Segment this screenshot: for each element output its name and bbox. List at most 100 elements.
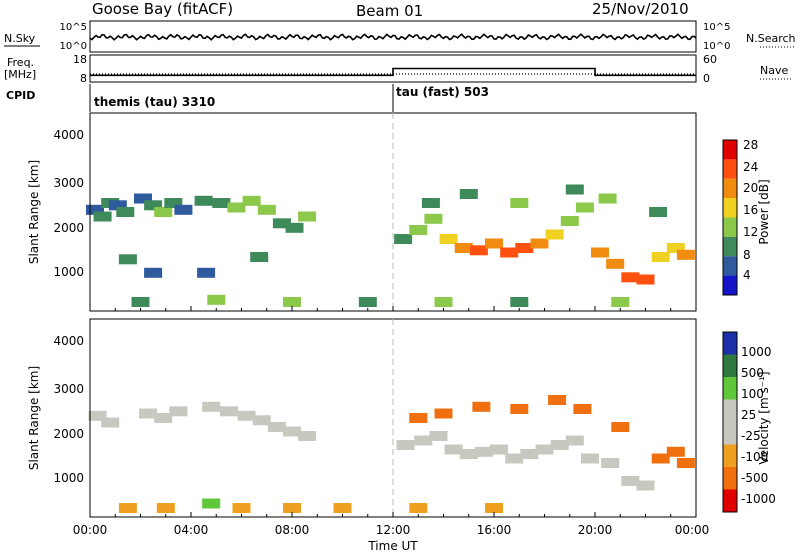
nsearch-tick-top: 10^5 (703, 22, 730, 33)
velocity-colorbar-swatch-3 (723, 399, 737, 422)
nave-label: Nave (760, 64, 788, 77)
velocity-cell-28 (651, 453, 670, 464)
power-cell-22 (394, 234, 413, 244)
power-cbar-tick-20: 20 (743, 181, 758, 195)
velocity-cell-11 (298, 431, 317, 441)
power-cells-layer (86, 184, 695, 307)
velocity-cell-36 (573, 404, 592, 414)
velocity-cell-5 (202, 401, 221, 412)
velocity-cell-37 (611, 422, 630, 432)
velocity-ytick-4000: 4000 (53, 334, 84, 348)
power-colorbar-swatch-6 (723, 256, 737, 276)
nave-tick-top: 60 (703, 53, 717, 66)
velocity-cells-layer (88, 395, 695, 513)
velocity-cbar-tick-500: 500 (741, 366, 764, 380)
power-cell-44 (510, 198, 529, 208)
power-colorbar-swatch-2 (723, 178, 737, 199)
velocity-colorbar (722, 331, 738, 513)
power-cell-18 (118, 254, 137, 265)
power-cell-41 (676, 249, 695, 260)
velocity-cbar-tick-25: 25 (741, 408, 756, 422)
velocity-cell-19 (505, 453, 524, 464)
velocity-cbar-tick-neg500: -500 (741, 471, 768, 485)
velocity-ytick-3000: 3000 (53, 382, 84, 396)
power-cell-24 (424, 213, 443, 224)
velocity-colorbar-swatch-7 (723, 489, 737, 512)
power-cell-50 (283, 297, 301, 307)
velocity-cell-27 (636, 480, 655, 491)
velocity-cell-22 (550, 440, 569, 450)
velocity-cell-31 (409, 413, 428, 423)
power-cbar-tick-8: 8 (743, 248, 751, 262)
power-cell-49 (207, 294, 226, 305)
power-cell-35 (591, 247, 609, 258)
x-axis-label: Time UT (367, 539, 418, 553)
power-ytick-3000: 3000 (53, 176, 84, 190)
velocity-cbar-tick-100: 100 (741, 387, 764, 401)
velocity-cell-3 (154, 413, 173, 423)
power-cell-27 (469, 245, 488, 256)
velocity-cell-2 (139, 408, 158, 419)
velocity-cell-44 (409, 503, 428, 513)
power-colorbar-swatch-3 (723, 198, 737, 218)
power-colorbar-swatch-1 (723, 159, 737, 179)
velocity-panel-frame (89, 318, 697, 518)
power-cell-5 (134, 193, 152, 204)
power-cell-9 (174, 204, 193, 215)
velocity-cell-32 (434, 408, 453, 419)
velocity-cell-16 (459, 449, 478, 459)
power-cbar-tick-24: 24 (743, 160, 758, 174)
power-ytick-1000: 1000 (53, 265, 84, 279)
power-cell-20 (197, 267, 216, 278)
power-ylabel: Slant Range [km] (27, 160, 41, 264)
velocity-cell-21 (535, 444, 554, 455)
velocity-cell-10 (283, 426, 301, 437)
power-cell-17 (298, 211, 317, 222)
xtick-08: 08:00 (275, 523, 310, 537)
power-cell-52 (434, 297, 453, 307)
power-cbar-tick-16: 16 (743, 203, 758, 217)
power-cell-14 (257, 204, 276, 215)
power-cell-29 (500, 247, 519, 258)
power-cell-15 (272, 218, 291, 229)
power-colorbar-label: Power [dB] (757, 179, 771, 244)
velocity-colorbar-swatch-4 (723, 422, 737, 445)
nsky-panel-frame (89, 20, 697, 53)
power-cell-32 (545, 229, 564, 240)
power-colorbar-swatch-7 (723, 275, 737, 295)
velocity-ytick-2000: 2000 (53, 427, 84, 441)
xtick-24: 00:00 (675, 523, 710, 537)
velocity-cell-41 (232, 503, 251, 513)
cpid-segment-1: themis (tau) 3310 (94, 95, 215, 109)
cpid-label: CPID (6, 89, 35, 102)
velocity-colorbar-label: Velocity [m s⁻¹] (757, 371, 771, 464)
nsky-series-line (89, 33, 697, 41)
nsearch-label: N.Search (746, 32, 796, 45)
velocity-ytick-1000: 1000 (53, 471, 84, 485)
velocity-cell-24 (581, 453, 599, 464)
velocity-cbar-tick-neg1000: -1000 (741, 492, 776, 506)
velocity-cell-29 (666, 446, 685, 457)
power-cell-45 (565, 184, 584, 195)
velocity-colorbar-swatch-2 (723, 377, 737, 400)
velocity-ylabel: Slant Range [km] (27, 366, 41, 470)
velocity-cell-30 (676, 458, 695, 468)
power-cell-34 (575, 202, 594, 213)
power-cell-36 (606, 258, 625, 269)
power-cell-7 (154, 207, 173, 217)
power-cell-16 (285, 222, 304, 233)
power-cell-12 (227, 202, 246, 213)
velocity-cell-15 (444, 444, 463, 455)
power-cell-54 (611, 297, 630, 307)
velocity-cell-34 (510, 404, 529, 414)
power-cell-42 (421, 198, 440, 208)
velocity-cell-17 (474, 446, 493, 457)
velocity-cell-12 (396, 440, 415, 450)
power-cell-19 (144, 267, 163, 278)
date-title: 25/Nov/2010 (592, 0, 689, 18)
freq-tick-bottom: 8 (80, 72, 87, 85)
velocity-cell-1 (101, 417, 120, 428)
velocity-cell-0 (88, 410, 107, 421)
power-cell-53 (510, 297, 529, 307)
power-cell-38 (636, 274, 655, 285)
